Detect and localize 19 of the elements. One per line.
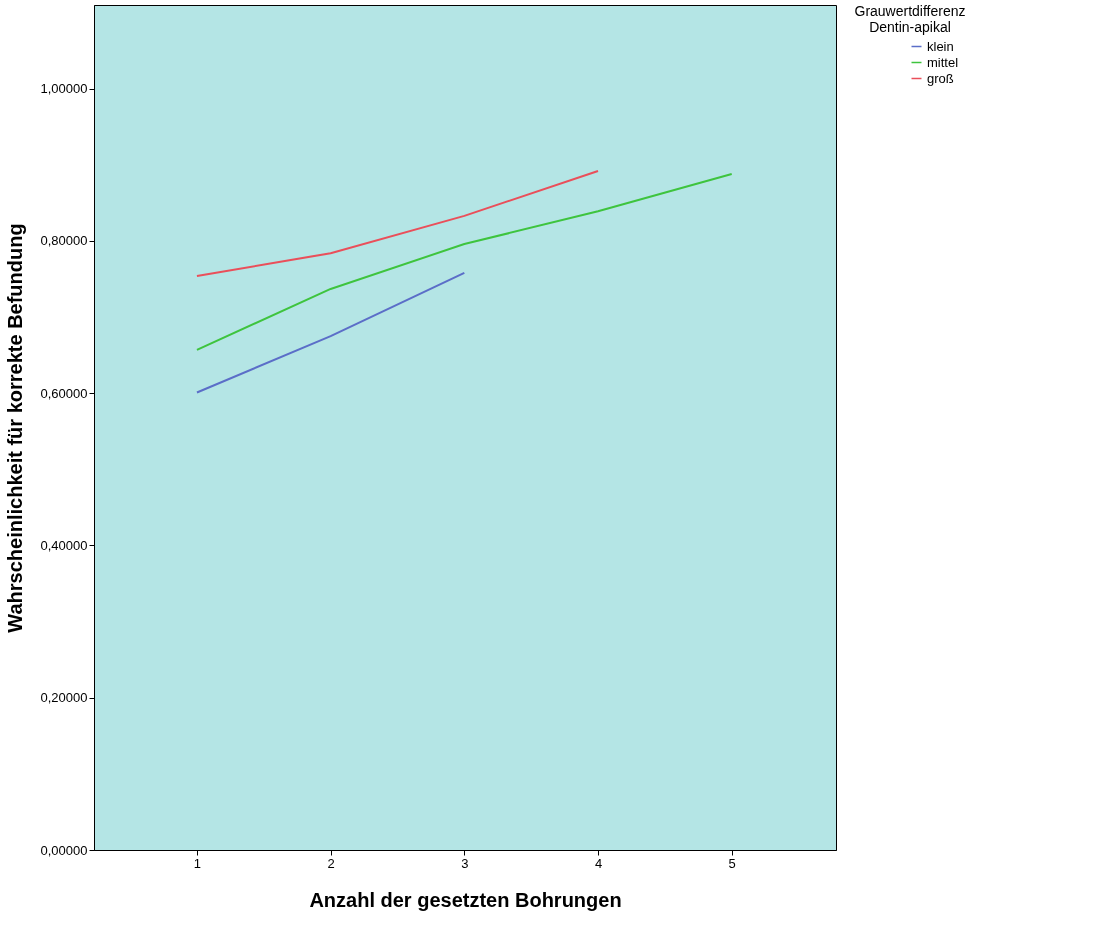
x-tick-label: 5 — [728, 855, 736, 871]
legend-label: groß — [927, 70, 954, 86]
x-tick-label: 3 — [461, 855, 469, 871]
x-tick-label: 2 — [327, 855, 335, 871]
y-tick-label: 0,60000 — [40, 385, 88, 401]
legend-title: Grauwertdifferenz Dentin-apikal — [854, 3, 966, 35]
x-tick-label: 4 — [594, 855, 603, 871]
y-tick-label: 0,40000 — [40, 538, 88, 553]
y-tick-label: 1,00000 — [40, 81, 88, 97]
legend-label: klein — [927, 38, 954, 54]
y-axis-title: Wahrscheinlichkeit für korrekte Befundung — [3, 223, 26, 633]
x-axis-title: Anzahl der gesetzten Bohrungen — [309, 888, 622, 911]
legend-label: mittel — [927, 54, 959, 70]
y-tick-label: 0,20000 — [40, 690, 88, 706]
y-tick-label: 0,00000 — [40, 842, 88, 858]
x-tick-label: 1 — [193, 855, 202, 871]
line-series — [195, 169, 600, 278]
line-series — [195, 173, 733, 351]
y-tick-label: 0,80000 — [40, 233, 88, 249]
